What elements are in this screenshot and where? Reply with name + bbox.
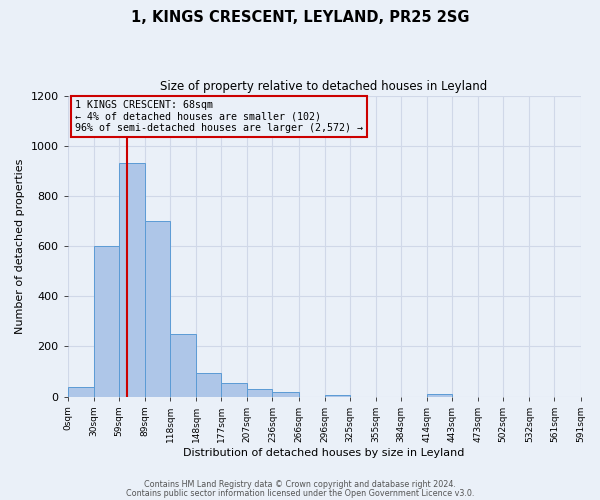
Title: Size of property relative to detached houses in Leyland: Size of property relative to detached ho… xyxy=(160,80,488,93)
Bar xyxy=(221,382,247,396)
Bar xyxy=(427,394,452,396)
Bar xyxy=(272,392,299,396)
Text: Contains public sector information licensed under the Open Government Licence v3: Contains public sector information licen… xyxy=(126,488,474,498)
Text: 1, KINGS CRESCENT, LEYLAND, PR25 2SG: 1, KINGS CRESCENT, LEYLAND, PR25 2SG xyxy=(131,10,469,25)
Bar xyxy=(145,221,170,396)
Text: Contains HM Land Registry data © Crown copyright and database right 2024.: Contains HM Land Registry data © Crown c… xyxy=(144,480,456,489)
Text: 1 KINGS CRESCENT: 68sqm
← 4% of detached houses are smaller (102)
96% of semi-de: 1 KINGS CRESCENT: 68sqm ← 4% of detached… xyxy=(76,100,364,134)
Bar xyxy=(119,164,145,396)
Bar xyxy=(247,389,272,396)
X-axis label: Distribution of detached houses by size in Leyland: Distribution of detached houses by size … xyxy=(184,448,465,458)
Bar xyxy=(68,387,94,396)
Bar xyxy=(196,372,221,396)
Bar xyxy=(170,334,196,396)
Y-axis label: Number of detached properties: Number of detached properties xyxy=(15,158,25,334)
Bar xyxy=(94,246,119,396)
